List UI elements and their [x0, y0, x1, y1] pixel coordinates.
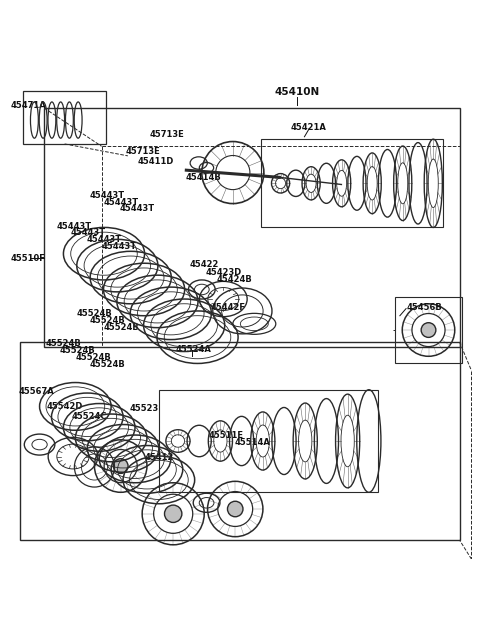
- Text: 45412: 45412: [144, 453, 174, 462]
- Text: 45511E: 45511E: [209, 431, 244, 440]
- Bar: [21, 342, 459, 540]
- Ellipse shape: [165, 505, 182, 522]
- Text: 45523: 45523: [129, 404, 158, 413]
- Ellipse shape: [228, 501, 243, 517]
- Text: 45443T: 45443T: [104, 197, 139, 206]
- Text: 45411D: 45411D: [137, 157, 174, 166]
- Ellipse shape: [113, 459, 128, 474]
- Text: 45471A: 45471A: [11, 101, 47, 110]
- Text: 45567A: 45567A: [18, 387, 54, 395]
- Text: 45443T: 45443T: [102, 242, 137, 251]
- Text: 45524B: 45524B: [45, 339, 81, 348]
- Text: 45510F: 45510F: [11, 254, 46, 263]
- Text: 45514A: 45514A: [234, 438, 270, 447]
- Text: 45423D: 45423D: [205, 268, 242, 277]
- Text: 45524B: 45524B: [77, 309, 112, 318]
- Text: 45414B: 45414B: [185, 173, 221, 182]
- Text: 45524B: 45524B: [75, 353, 111, 362]
- Text: 45524C: 45524C: [72, 412, 108, 421]
- Text: 45524B: 45524B: [90, 316, 125, 325]
- Text: 45524B: 45524B: [90, 360, 125, 369]
- Ellipse shape: [421, 322, 436, 337]
- Text: 45456B: 45456B: [406, 303, 442, 312]
- Bar: [262, 139, 443, 228]
- Text: 45443T: 45443T: [90, 191, 125, 200]
- Text: 45424B: 45424B: [216, 276, 252, 285]
- Bar: [159, 390, 378, 492]
- Text: 45443T: 45443T: [56, 222, 91, 231]
- Text: 45524B: 45524B: [104, 322, 140, 331]
- Text: 45542D: 45542D: [47, 402, 83, 411]
- Text: 45524A: 45524A: [176, 345, 212, 354]
- Text: 45421A: 45421A: [290, 122, 326, 131]
- Text: 45442F: 45442F: [210, 303, 245, 312]
- Text: 45713E: 45713E: [149, 130, 184, 139]
- Text: 45443T: 45443T: [120, 204, 155, 213]
- Text: 45443T: 45443T: [86, 235, 121, 244]
- Text: 45443T: 45443T: [71, 228, 106, 237]
- Bar: [23, 92, 107, 144]
- Text: 45422: 45422: [190, 260, 219, 269]
- Text: 45713E: 45713E: [125, 147, 160, 156]
- Text: 45410N: 45410N: [275, 87, 320, 97]
- Bar: [44, 108, 459, 347]
- Text: 45524B: 45524B: [60, 346, 96, 355]
- Bar: [395, 297, 462, 363]
